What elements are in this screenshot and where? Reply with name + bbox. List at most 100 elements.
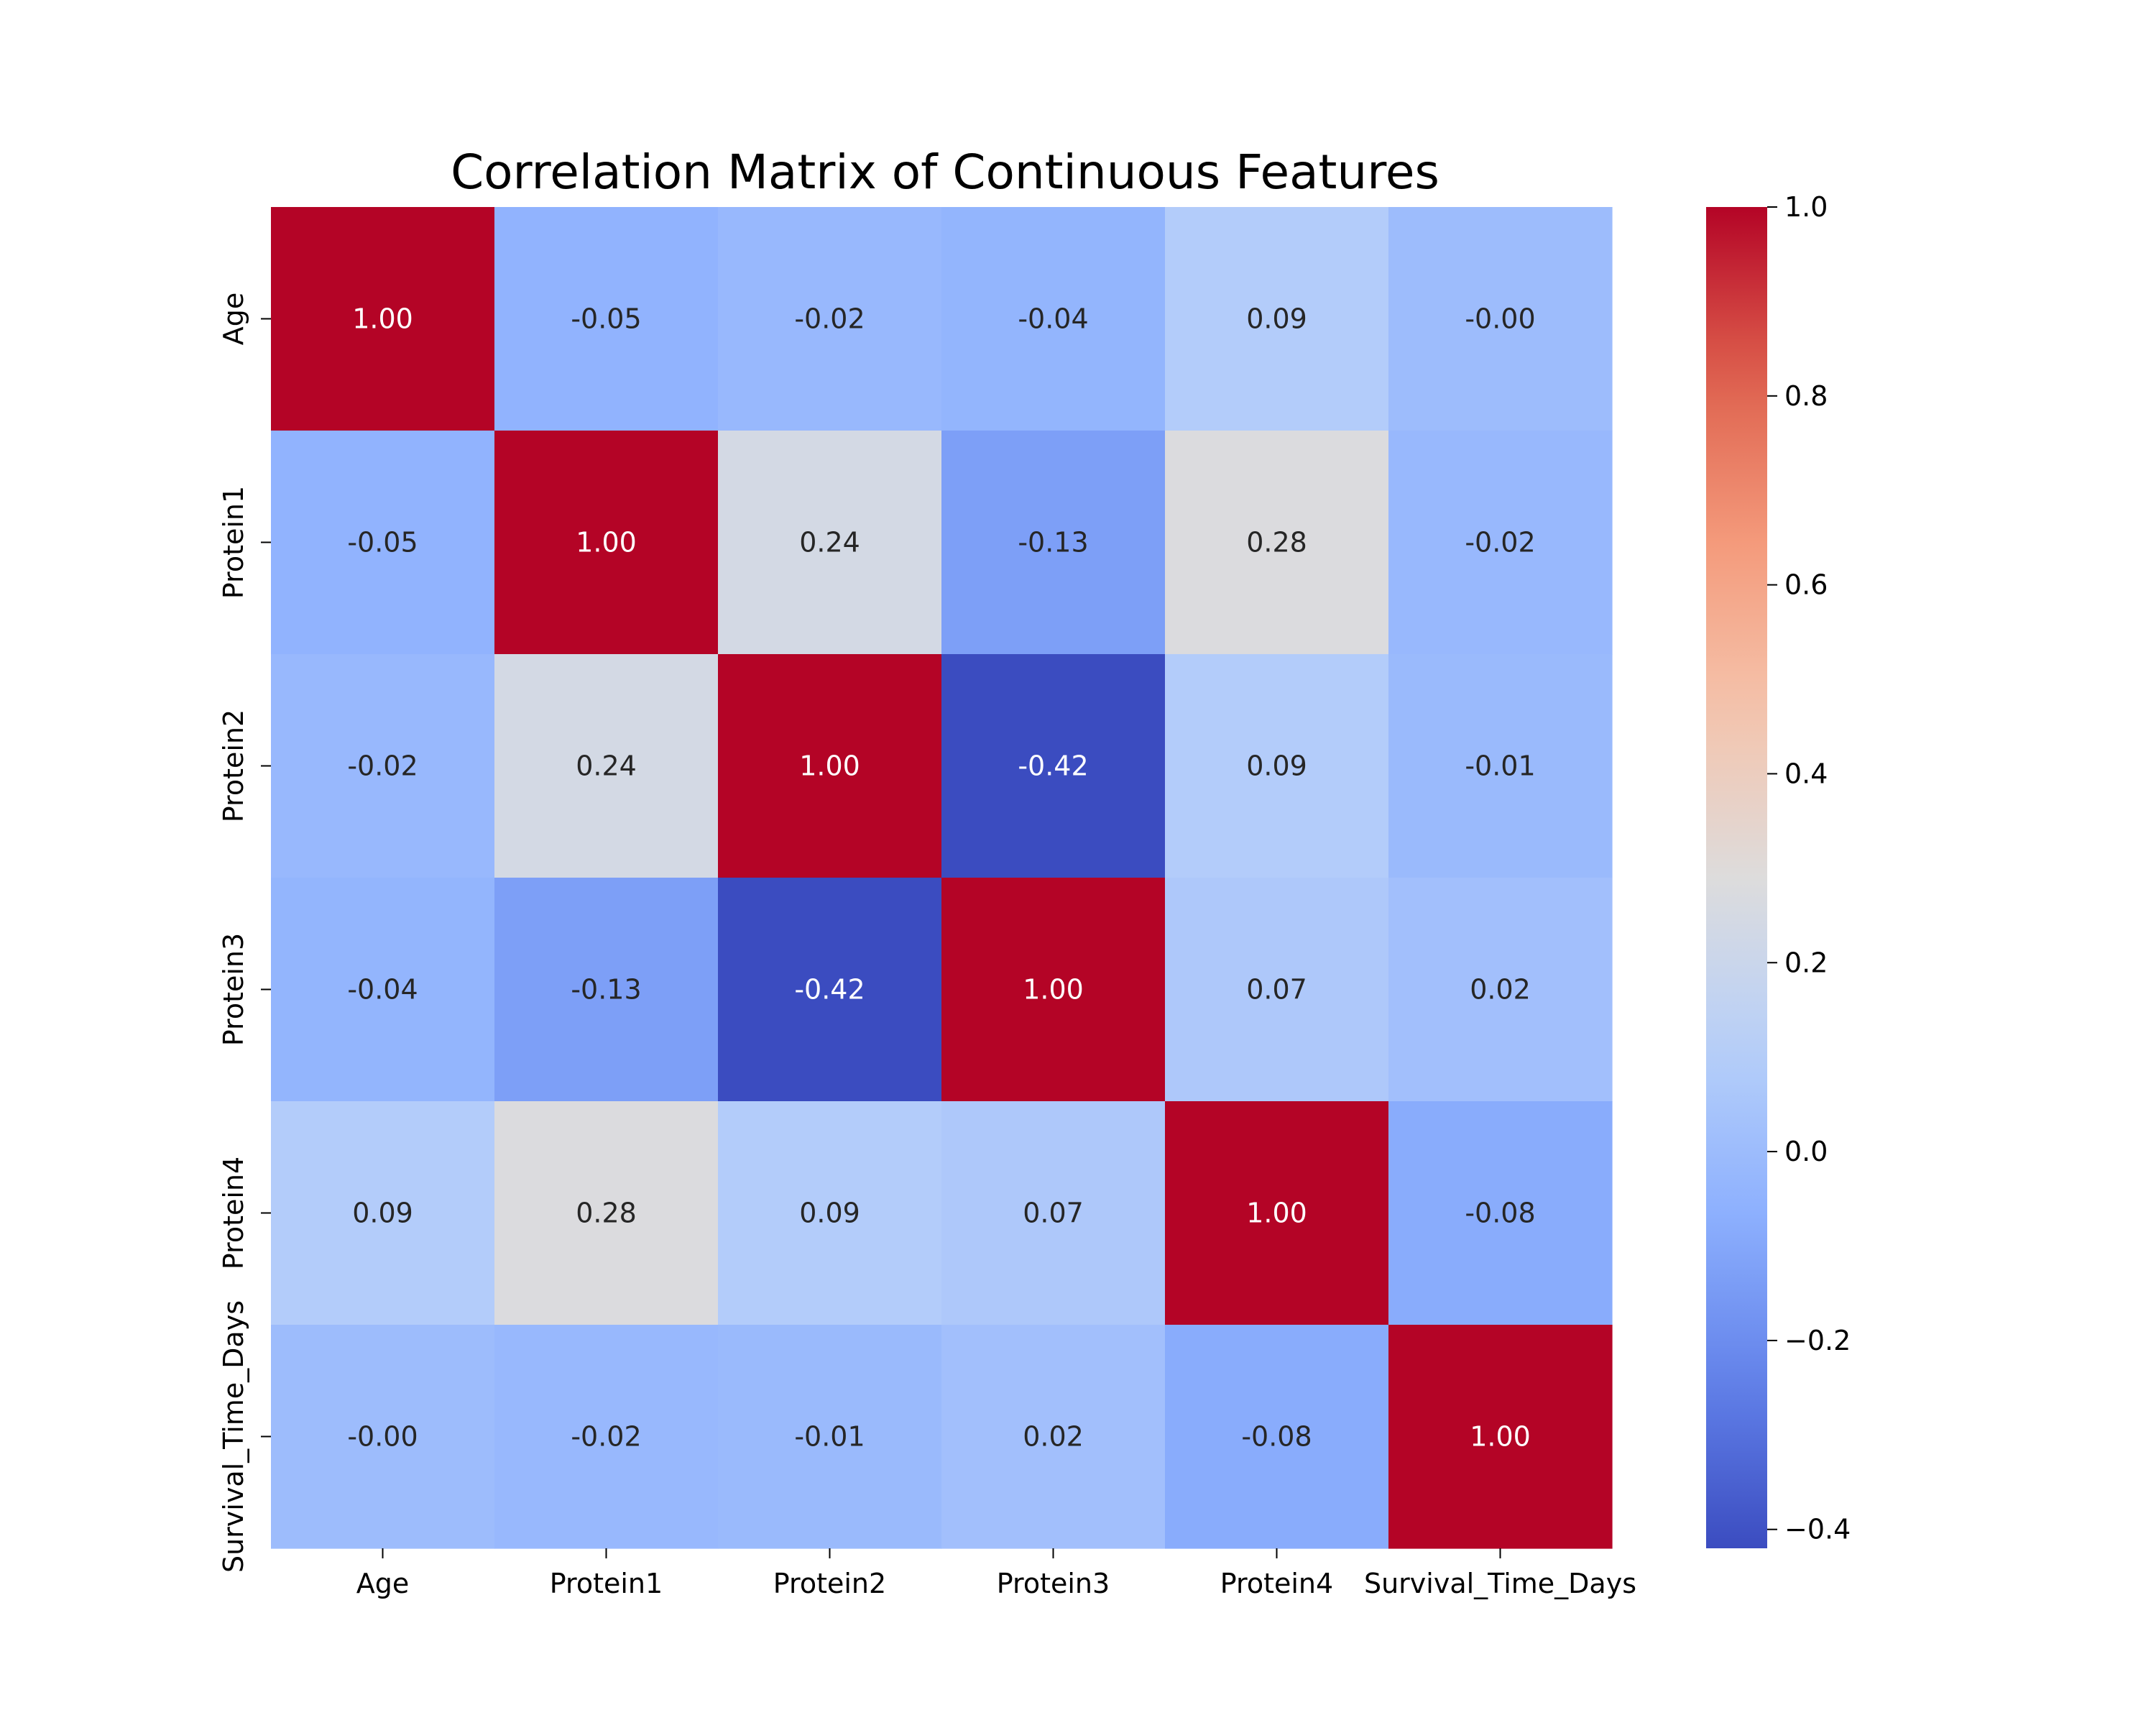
cell-annotations: 1.00 -0.05 -0.02 -0.04 0.09 -0.00 -0.05 1.00 0.2… [347, 303, 1535, 1453]
heatmap-cell-5-2 [718, 1325, 942, 1549]
y-tick-label: Protein1 [218, 486, 249, 599]
cell-annotation: -0.05 [347, 527, 418, 559]
cell-annotation: -0.01 [794, 1421, 865, 1453]
cell-annotation: 0.09 [352, 1198, 413, 1229]
cell-annotation: 0.28 [576, 1198, 637, 1229]
cell-annotation: 1.00 [1246, 1198, 1307, 1229]
colorbar: 1.0 0.8 0.6 0.4 0.2 0.0 −0.2 −0.4 [1706, 191, 1851, 1548]
cell-annotation: 0.24 [576, 750, 637, 782]
heatmap-cell-0-3 [941, 207, 1166, 431]
colorbar-gradient [1706, 207, 1767, 1548]
cell-annotation: -0.13 [1018, 527, 1088, 559]
x-tick-label: Protein2 [773, 1568, 886, 1599]
colorbar-tick-label: 0.6 [1784, 569, 1828, 601]
cell-annotation: 1.00 [1470, 1421, 1531, 1453]
heatmap-cell-5-5 [1388, 1325, 1613, 1549]
colorbar-tick-label: −0.2 [1784, 1325, 1851, 1356]
heatmap-cell-4-1 [494, 1101, 719, 1325]
cell-annotation: -0.02 [794, 303, 865, 335]
heatmap-cell-3-5 [1388, 878, 1613, 1102]
heatmap-cell-2-5 [1388, 654, 1613, 878]
heatmap-cell-0-0 [271, 207, 495, 431]
cell-annotation: 0.02 [1470, 974, 1531, 1006]
heatmap-cell-5-1 [494, 1325, 719, 1549]
cell-annotation: -0.04 [347, 974, 418, 1006]
cell-annotation: -0.02 [347, 750, 418, 782]
heatmap-cell-4-0 [271, 1101, 495, 1325]
heatmap-cell-4-2 [718, 1101, 942, 1325]
colorbar-tick-label: 0.0 [1784, 1136, 1828, 1167]
heatmap-cell-5-3 [941, 1325, 1166, 1549]
y-tick-label: Protein4 [218, 1157, 249, 1269]
heatmap-cell-1-2 [718, 431, 942, 655]
chart-title: Correlation Matrix of Continuous Feature… [451, 144, 1439, 200]
x-axis: Age Protein1 Protein2 Protein3 Protein4 Survi… [356, 1548, 1636, 1599]
heatmap-cell-0-5 [1388, 207, 1613, 431]
colorbar-tick-label: −0.4 [1784, 1514, 1851, 1545]
cell-annotation: -0.42 [1018, 750, 1088, 782]
cell-annotation: 0.24 [799, 527, 860, 559]
heatmap-cell-4-5 [1388, 1101, 1613, 1325]
heatmap-cell-4-4 [1165, 1101, 1389, 1325]
heatmap-cell-2-4 [1165, 654, 1389, 878]
cell-annotation: 0.28 [1246, 527, 1307, 559]
heatmap-cell-1-5 [1388, 431, 1613, 655]
cell-annotation: 1.00 [799, 750, 860, 782]
heatmap-cell-1-3 [941, 431, 1166, 655]
cell-annotation: 1.00 [352, 303, 413, 335]
heatmap-cell-3-4 [1165, 878, 1389, 1102]
x-tick-label: Survival_Time_Days [1364, 1568, 1636, 1599]
y-axis: Age Protein1 Protein2 Protein3 Protein4 Survi… [218, 293, 271, 1573]
cell-annotation: -0.42 [794, 974, 865, 1006]
cell-annotation: -0.08 [1465, 1198, 1535, 1229]
cell-annotation: 0.07 [1246, 974, 1307, 1006]
cell-annotation: 1.00 [1023, 974, 1084, 1006]
cell-annotation: -0.01 [1465, 750, 1535, 782]
cell-annotation: -0.04 [1018, 303, 1088, 335]
cell-annotation: -0.02 [1465, 527, 1535, 559]
heatmap-cell-2-2 [718, 654, 942, 878]
x-tick-label: Protein4 [1220, 1568, 1333, 1599]
heatmap-cells [271, 207, 1613, 1549]
colorbar-tick-label: 0.4 [1784, 758, 1828, 789]
heatmap-cell-2-0 [271, 654, 495, 878]
heatmap-cell-5-4 [1165, 1325, 1389, 1549]
heatmap-cell-1-1 [494, 431, 719, 655]
heatmap-cell-2-1 [494, 654, 719, 878]
colorbar-tick-label: 0.2 [1784, 947, 1828, 978]
x-tick-label: Protein3 [997, 1568, 1110, 1599]
heatmap-cell-4-3 [941, 1101, 1166, 1325]
heatmap-cell-3-3 [941, 878, 1166, 1102]
cell-annotation: 0.02 [1023, 1421, 1084, 1453]
cell-annotation: -0.00 [347, 1421, 418, 1453]
cell-annotation: 0.07 [1023, 1198, 1084, 1229]
y-tick-label: Protein3 [218, 933, 249, 1046]
y-tick-label: Protein2 [218, 709, 249, 822]
cell-annotation: 1.00 [576, 527, 637, 559]
colorbar-tick-label: 0.8 [1784, 380, 1828, 412]
cell-annotation: 0.09 [1246, 303, 1307, 335]
x-tick-label: Age [356, 1568, 410, 1599]
y-tick-label: Age [218, 293, 249, 346]
x-tick-label: Protein1 [550, 1568, 663, 1599]
cell-annotation: 0.09 [799, 1198, 860, 1229]
cell-annotation: -0.02 [571, 1421, 641, 1453]
heatmap-cell-2-3 [941, 654, 1166, 878]
heatmap-cell-0-2 [718, 207, 942, 431]
y-tick-label: Survival_Time_Days [218, 1300, 249, 1573]
cell-annotation: -0.08 [1241, 1421, 1312, 1453]
cell-annotation: -0.05 [571, 303, 641, 335]
heatmap-cell-5-0 [271, 1325, 495, 1549]
heatmap-cell-0-1 [494, 207, 719, 431]
heatmap-cell-1-0 [271, 431, 495, 655]
heatmap-cell-3-2 [718, 878, 942, 1102]
cell-annotation: -0.13 [571, 974, 641, 1006]
heatmap-cell-0-4 [1165, 207, 1389, 431]
heatmap-cell-1-4 [1165, 431, 1389, 655]
heatmap-cell-3-0 [271, 878, 495, 1102]
heatmap-cell-3-1 [494, 878, 719, 1102]
cell-annotation: -0.00 [1465, 303, 1535, 335]
colorbar-tick-label: 1.0 [1784, 191, 1828, 223]
cell-annotation: 0.09 [1246, 750, 1307, 782]
